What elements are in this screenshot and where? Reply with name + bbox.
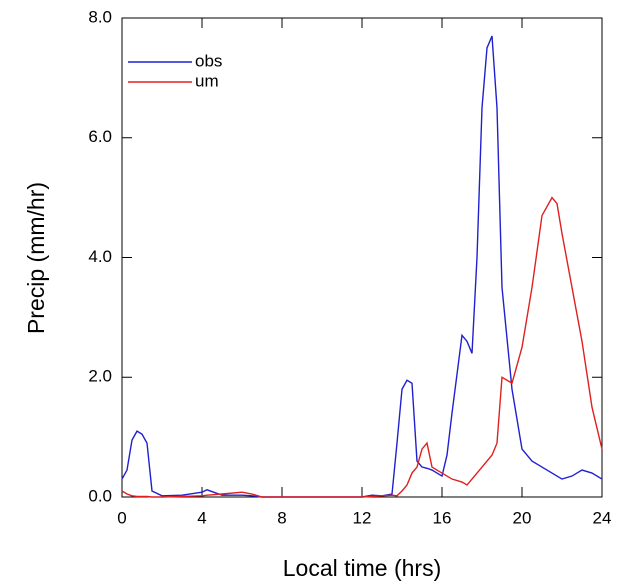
y-tick-label: 8.0 [88,7,112,26]
series-line [121,196,603,498]
x-tick-label: 20 [513,508,532,527]
series-line [121,35,603,498]
y-axis-label: Precip (mm/hr) [23,182,49,334]
x-tick-label: 4 [197,508,206,527]
plot-frame [121,17,603,498]
legend-label: um [195,71,219,90]
x-tick-label: 12 [353,508,372,527]
x-tick-label: 0 [117,508,126,527]
x-tick-label: 24 [593,508,612,527]
y-tick-label: 4.0 [88,247,112,266]
y-tick-label: 2.0 [88,367,112,386]
y-tick-label: 6.0 [88,127,112,146]
legend-label: obs [195,51,222,70]
y-tick-label: 0.0 [88,486,112,505]
x-axis-label: Local time (hrs) [283,555,441,581]
x-tick-label: 16 [433,508,452,527]
x-tick-label: 8 [277,508,286,527]
